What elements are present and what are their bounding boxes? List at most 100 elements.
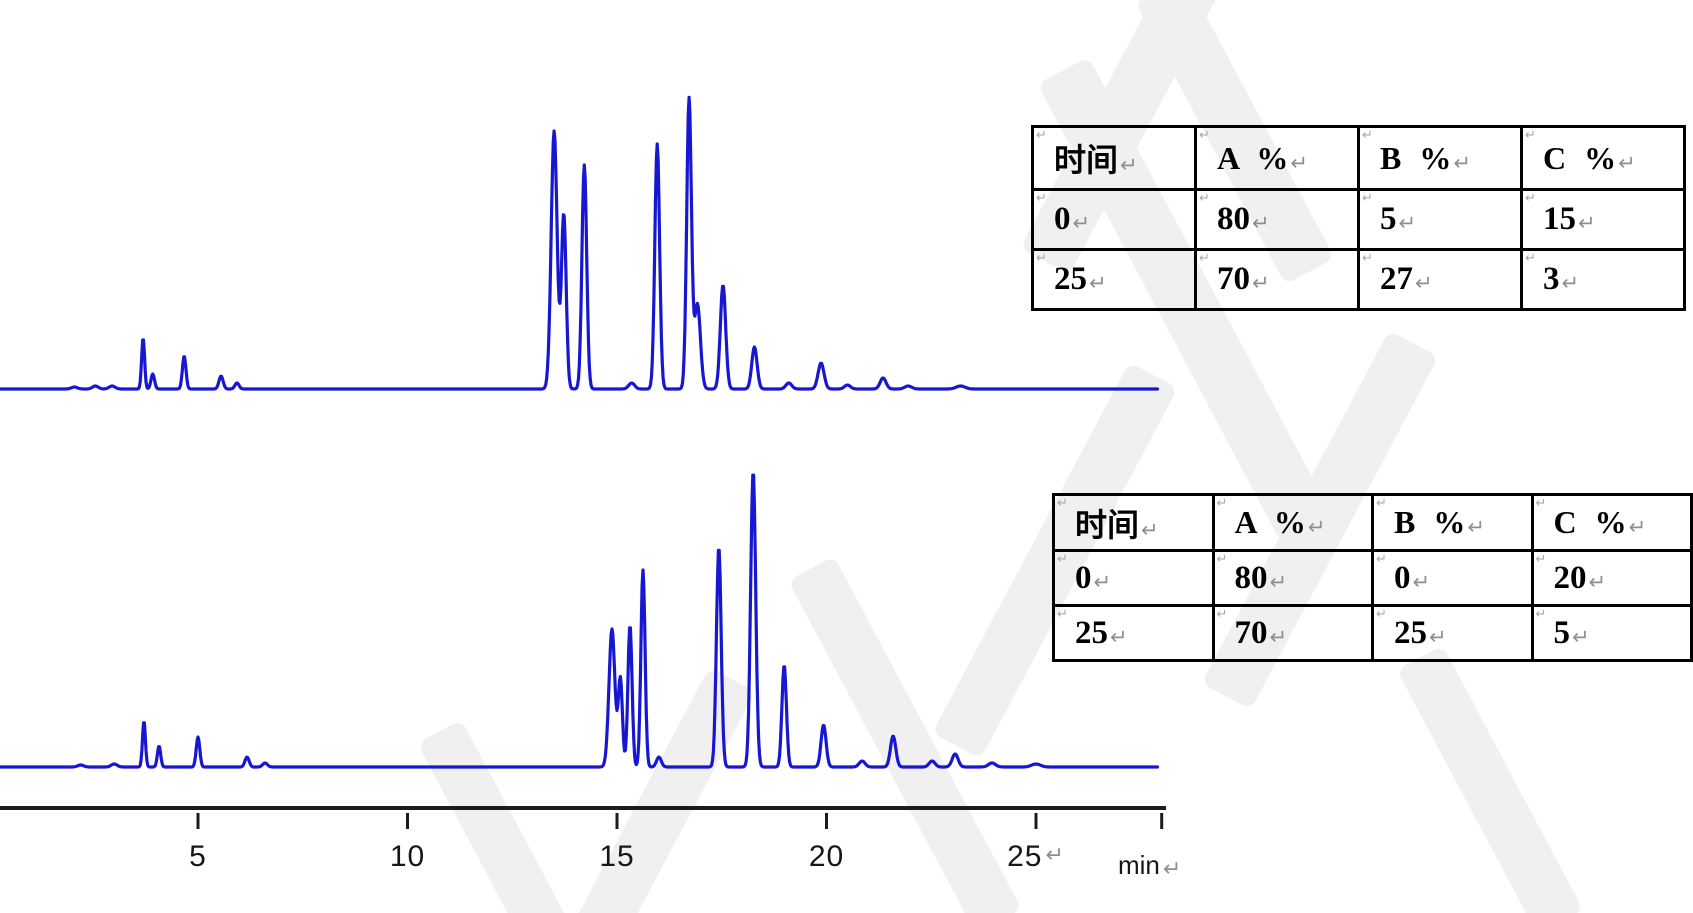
gradient-table-cell: ↵ 25↵	[1371, 604, 1534, 662]
return-mark: ↵	[1269, 625, 1288, 649]
gradient-table-cell: ↵ 3↵	[1520, 248, 1686, 311]
gradient-table-cell: ↵ 25↵	[1052, 604, 1215, 662]
cell-text: 时间	[1075, 506, 1140, 543]
cell-text: 15	[1543, 201, 1576, 237]
return-mark: ↵	[1162, 856, 1182, 881]
gradient-table-cell: ↵ 0↵	[1371, 549, 1534, 607]
x-axis-unit-text: min	[1118, 850, 1160, 880]
gradient-table-row: ↵ 0↵ ↵ 80↵ ↵ 0↵ ↵ 20↵	[1052, 549, 1693, 607]
x-tick-label-text: 5	[189, 840, 207, 873]
return-mark: ↵	[1045, 842, 1065, 867]
cell-text: 70	[1234, 614, 1268, 651]
cell-text: 80	[1234, 559, 1268, 596]
cell-corner-mark: ↵	[1216, 551, 1228, 566]
x-axis-unit-label: min ↵	[1118, 850, 1181, 881]
cell-corner-mark: ↵	[1199, 190, 1210, 205]
cell-corner-mark: ↵	[1362, 190, 1373, 205]
cell-text: 0	[1075, 559, 1092, 596]
cell-text: 70	[1217, 261, 1250, 297]
return-mark: ↵	[1120, 154, 1138, 177]
cell-text: 0	[1054, 201, 1071, 237]
x-tick-label-text: 10	[389, 840, 426, 873]
cell-corner-mark: ↵	[1525, 190, 1536, 205]
cell-corner-mark: ↵	[1525, 127, 1536, 142]
cell-corner-mark: ↵	[1362, 250, 1373, 265]
cell-corner-mark: ↵	[1036, 127, 1047, 142]
return-mark: ↵	[1572, 625, 1590, 649]
cell-text: B %	[1380, 139, 1452, 176]
chromatogram-top-trace	[0, 95, 1160, 391]
return-mark: ↵	[1089, 272, 1107, 295]
return-mark: ↵	[1398, 212, 1417, 235]
cell-text: A %	[1217, 139, 1289, 176]
return-mark: ↵	[1578, 212, 1596, 235]
gradient-table-header-row: ↵ 时间↵ ↵ A %↵ ↵ B %↵ ↵ C %↵	[1052, 493, 1693, 552]
return-mark: ↵	[1110, 625, 1128, 649]
cell-text: C %	[1543, 139, 1617, 176]
gradient-table-cell: ↵ 70↵	[1211, 604, 1374, 662]
cell-corner-mark: ↵	[1057, 551, 1068, 566]
return-mark: ↵	[1093, 570, 1112, 594]
gradient-table-header-cell: ↵ C %↵	[1530, 493, 1693, 552]
gradient-table-cell: ↵ 70↵	[1194, 248, 1360, 311]
return-mark: ↵	[1290, 151, 1308, 175]
return-mark: ↵	[1429, 625, 1447, 649]
return-mark: ↵	[1252, 212, 1270, 235]
gradient-table-header-cell: ↵ B %↵	[1371, 493, 1534, 552]
cell-text: 0	[1394, 559, 1411, 596]
gradient-table-header-cell: ↵ B %↵	[1357, 125, 1523, 191]
return-mark: ↵	[1269, 570, 1288, 594]
gradient-table-1: ↵ 时间↵ ↵ A %↵ ↵ B %↵ ↵ C %↵ ↵ 0↵ ↵ 80↵ ↵ 5↵ ↵ 15↵ ↵ 25↵ ↵ 70…	[1031, 125, 1686, 311]
cell-corner-mark: ↵	[1199, 127, 1210, 142]
cell-corner-mark: ↵	[1057, 495, 1068, 510]
cell-corner-mark: ↵	[1376, 495, 1387, 510]
cell-text: 27	[1380, 261, 1413, 297]
cell-text: B %	[1394, 504, 1466, 540]
cell-corner-mark: ↵	[1535, 495, 1547, 510]
cell-corner-mark: ↵	[1362, 127, 1373, 142]
cell-text: 80	[1217, 201, 1250, 237]
cell-text: C %	[1553, 504, 1627, 540]
chromatogram-bottom-trace	[0, 473, 1160, 769]
cell-corner-mark: ↵	[1535, 606, 1547, 621]
cell-corner-mark: ↵	[1376, 551, 1387, 566]
gradient-table-header-cell: ↵ 时间↵	[1031, 125, 1197, 191]
return-mark: ↵	[1618, 151, 1636, 175]
cell-text: 5	[1553, 614, 1571, 651]
gradient-table-cell: ↵ 20↵	[1530, 549, 1693, 607]
gradient-table-row: ↵ 25↵ ↵ 70↵ ↵ 25↵ ↵ 5↵	[1052, 604, 1693, 662]
gradient-table-cell: ↵ 0↵	[1031, 188, 1197, 251]
gradient-table-cell: ↵ 15↵	[1520, 188, 1686, 251]
cell-text: 20	[1553, 559, 1587, 596]
gradient-table-header-cell: ↵ A %↵	[1211, 493, 1374, 552]
gradient-table-cell: ↵ 80↵	[1211, 549, 1374, 607]
x-tick-label-5: 5	[150, 840, 246, 874]
cell-corner-mark: ↵	[1199, 250, 1210, 265]
cell-text: A %	[1234, 504, 1306, 540]
cell-corner-mark: ↵	[1036, 250, 1047, 265]
x-tick-label-text: 20	[808, 840, 845, 873]
return-mark: ↵	[1467, 516, 1485, 539]
cell-corner-mark: ↵	[1036, 190, 1047, 205]
x-tick-label-15: 15	[569, 840, 665, 874]
gradient-table-header-row: ↵ 时间↵ ↵ A %↵ ↵ B %↵ ↵ C %↵	[1031, 125, 1686, 191]
x-tick-label-text: 15	[599, 840, 635, 873]
gradient-table-cell: ↵ 25↵	[1031, 248, 1197, 311]
cell-corner-mark: ↵	[1376, 606, 1387, 621]
gradient-table-row: ↵ 0↵ ↵ 80↵ ↵ 5↵ ↵ 15↵	[1031, 188, 1686, 251]
gradient-table-cell: ↵ 0↵	[1052, 549, 1215, 607]
return-mark: ↵	[1628, 516, 1647, 539]
return-mark: ↵	[1307, 516, 1326, 539]
cell-corner-mark: ↵	[1525, 250, 1536, 265]
gradient-table-cell: ↵ 5↵	[1357, 188, 1523, 251]
gradient-table-cell: ↵ 80↵	[1194, 188, 1360, 251]
gradient-table-cell: ↵ 27↵	[1357, 248, 1523, 311]
x-tick-label-text: 25	[1007, 840, 1043, 873]
gradient-table-header-cell: ↵ C %↵	[1520, 125, 1686, 191]
cell-text: 25	[1054, 261, 1087, 297]
return-mark: ↵	[1453, 151, 1471, 175]
